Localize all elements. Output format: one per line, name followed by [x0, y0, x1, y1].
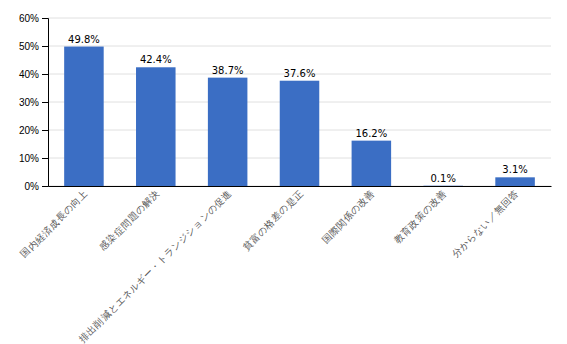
y-tick-mark [42, 102, 48, 103]
bar [423, 185, 463, 186]
y-tick-label: 30% [19, 97, 39, 108]
bar [352, 141, 392, 186]
data-label: 38.7% [212, 65, 244, 76]
y-tick-mark [42, 74, 48, 75]
data-label: 3.1% [502, 164, 527, 175]
chart: 0% 10% 20% 30% 40% 50% 60% 国内経済成長の向上感染症問題の解決排出削… [0, 0, 567, 344]
y-tick-mark [42, 46, 48, 47]
x-tick: 教育政策の改善 [391, 188, 448, 245]
y-tick-label: 50% [19, 41, 39, 52]
x-axis-line [49, 186, 552, 187]
y-tick: 30% [19, 97, 48, 108]
x-tick: 分からない／無回答 [449, 188, 520, 259]
y-tick: 20% [19, 125, 48, 136]
x-tick: 貧富の格差の是正 [241, 188, 305, 252]
y-tick-label: 40% [19, 69, 39, 80]
data-label: 37.6% [284, 68, 316, 79]
x-tick-label: 教育政策の改善 [391, 188, 448, 245]
y-tick: 50% [19, 41, 48, 52]
x-tick-label: 分からない／無回答 [449, 188, 520, 259]
y-tick-label: 10% [19, 153, 39, 164]
x-tick: 国際関係の改善 [320, 188, 377, 245]
x-tick-label: 排出削減とエネルギー・トランジションの促進 [77, 188, 233, 344]
y-axis-line [42, 19, 49, 187]
y-tick-mark [42, 130, 48, 131]
bar [208, 78, 248, 186]
x-axis: 国内経済成長の向上感染症問題の解決排出削減とエネルギー・トランジションの促進貧富… [18, 187, 551, 344]
x-tick-label: 貧富の格差の是正 [241, 188, 305, 252]
plot: 0% 10% 20% 30% 40% 50% 60% 国内経済成長の向上感染症問題の解決排出削… [18, 13, 551, 344]
x-tick: 排出削減とエネルギー・トランジションの促進 [77, 188, 233, 344]
y-tick-label: 0% [25, 181, 40, 192]
y-tick: 0% [25, 181, 48, 192]
y-tick-label: 60% [19, 13, 39, 24]
y-tick-mark [42, 158, 48, 159]
bar [136, 67, 176, 186]
x-tick-label: 国内経済成長の向上 [18, 188, 89, 259]
grid-line [48, 46, 551, 47]
data-label: 42.4% [140, 54, 172, 65]
y-tick-label: 20% [19, 125, 39, 136]
x-tick: 感染症問題の解決 [97, 188, 161, 252]
x-tick-label: 国際関係の改善 [320, 188, 377, 245]
y-axis: 0% 10% 20% 30% 40% 50% 60% [19, 13, 49, 192]
grid-line [48, 18, 551, 19]
y-tick: 10% [19, 153, 48, 164]
grid [48, 18, 551, 186]
y-tick: 60% [19, 13, 48, 24]
y-tick-mark [42, 186, 48, 187]
bar [280, 81, 320, 186]
x-tick-label: 感染症問題の解決 [97, 188, 161, 252]
x-tick: 国内経済成長の向上 [18, 188, 89, 259]
bars [64, 47, 535, 186]
bar [495, 177, 535, 186]
data-label: 0.1% [431, 173, 456, 184]
data-label: 49.8% [68, 34, 100, 45]
bar [64, 47, 104, 186]
y-tick: 40% [19, 69, 48, 80]
data-label: 16.2% [355, 128, 387, 139]
y-tick-mark [42, 18, 48, 19]
data-labels: 49.8% 42.4% 38.7% 37.6% 16.2% 0.1% 3.1% [68, 34, 528, 184]
